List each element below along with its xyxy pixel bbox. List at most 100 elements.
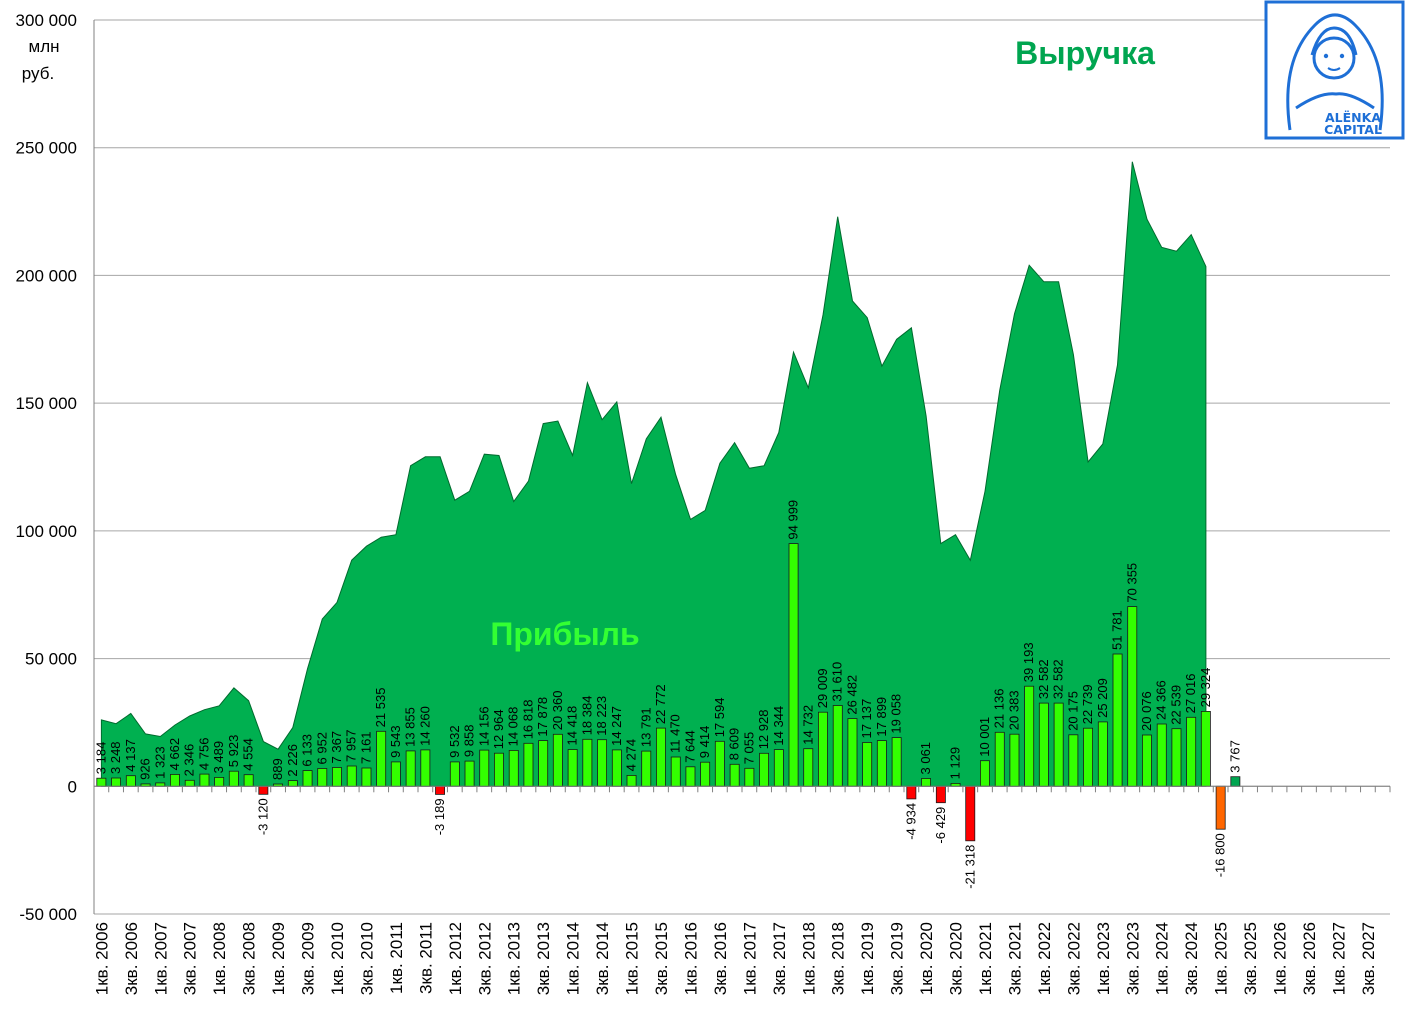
profit-bar [803,748,814,787]
profit-bar [1009,733,1020,787]
profit-bar [331,767,342,787]
logo-text-line1: ALЁNKA [1325,110,1381,125]
profit-bar [1142,734,1152,787]
data-label: 4 756 [197,738,212,771]
x-tick-label: 3кв. 2009 [299,922,318,995]
profit-bar [582,738,593,787]
data-label: 51 781 [1110,610,1125,650]
x-tick-label: 1кв. 2019 [858,922,877,995]
data-label: 4 137 [123,739,138,772]
data-label: -6 429 [933,807,948,844]
profit-bar [420,749,431,787]
data-label: 70 355 [1124,563,1139,603]
profit-bar [980,760,990,787]
x-tick-label: 3кв. 2014 [593,922,612,995]
x-tick-label: 1кв. 2008 [210,922,229,995]
profit-bar [611,749,622,787]
x-tick-label: 3кв. 2020 [947,922,966,995]
profit-bar [626,775,637,787]
profit-bar [994,731,1005,787]
profit-bar [685,766,696,787]
y-tick-label: -50 000 [19,905,77,924]
data-label: 27 016 [1183,674,1198,714]
data-label: 18 223 [594,696,609,736]
data-label: 4 662 [167,738,182,771]
data-label: 17 878 [535,697,550,737]
x-tick-label: 3кв. 2017 [770,922,789,995]
data-label: 20 175 [1065,691,1080,731]
x-tick-label: 1кв. 2027 [1330,922,1349,995]
x-tick-label: 1кв. 2025 [1212,922,1231,995]
profit-bar [287,780,298,787]
revenue-area [100,161,1207,787]
profit-bar [405,750,416,787]
x-tick-label: 3кв. 2016 [711,922,730,995]
data-label: -16 800 [1213,833,1228,877]
data-label: 16 818 [521,700,536,740]
x-tick-label: 3кв. 2022 [1064,922,1083,995]
profit-bar [1230,776,1241,787]
x-tick-label: 3кв. 2026 [1300,922,1319,995]
profit-bar [1127,606,1138,787]
profit-bar [656,727,666,787]
profit-bar [228,770,239,787]
revenue-title: Выручка [1015,35,1155,71]
alenka-capital-logo: ALЁNKA CAPITAL [1264,0,1405,140]
data-label: 25 209 [1095,678,1110,718]
profit-bar [759,752,770,787]
data-label: -21 318 [962,845,977,889]
profit-bar [449,761,460,787]
data-label: -4 934 [903,803,918,840]
data-label: 2 346 [182,744,197,777]
x-tick-label: 1кв. 2021 [976,922,995,995]
x-tick-label: 3кв. 2023 [1123,922,1142,995]
data-label: -3 189 [432,798,447,835]
data-label: 13 791 [638,707,653,747]
data-label: 24 366 [1154,680,1169,720]
profit-bar [847,718,858,787]
profit-title: Прибыль [490,616,639,652]
data-label: 9 543 [388,725,403,758]
data-label: 39 193 [1021,642,1036,682]
data-label: 22 772 [653,684,668,724]
profit-bar [1024,685,1035,787]
data-label: 21 535 [373,688,388,728]
data-label: 32 582 [1036,659,1051,699]
data-label: 13 855 [403,707,418,747]
x-tick-label: 1кв. 2022 [1035,922,1054,995]
data-label: 6 952 [314,732,329,765]
profit-bar [773,749,784,787]
data-label: 22 739 [1080,684,1095,724]
profit-bar [670,756,681,787]
data-label: 9 414 [697,726,712,759]
axes [93,20,1391,914]
logo-text-line2: CAPITAL [1324,122,1382,137]
x-tick-label: 1кв. 2017 [740,922,759,995]
data-label: 1 323 [152,746,167,779]
profit-bar [258,785,269,795]
data-label: 9 858 [462,725,477,758]
data-label: 29 324 [1198,668,1213,708]
profit-bar [788,543,799,787]
data-label: 14 156 [476,706,491,746]
data-label: -3 120 [255,798,270,835]
profit-bar [169,774,180,787]
x-tick-label: 1кв. 2026 [1271,922,1290,995]
x-tick-label: 3кв. 2024 [1182,922,1201,995]
data-label: 17 594 [712,698,727,738]
profit-bar [552,733,563,787]
x-tick-label: 3кв. 2021 [1006,922,1025,995]
profit-bar [538,740,549,787]
profit-bar [641,750,652,787]
profit-bar [317,768,328,787]
data-label: 94 999 [786,500,801,540]
matryoshka-icon [1286,13,1384,131]
data-label: 9 532 [447,725,462,758]
profit-bar [1097,721,1108,787]
x-tick-label: 3кв. 2012 [475,922,494,995]
data-label: 20 360 [550,691,565,731]
profit-bar [493,752,504,787]
x-tick-label: 3кв. 2013 [534,922,553,995]
data-label: 14 344 [771,706,786,746]
data-label: 3 061 [918,742,933,775]
